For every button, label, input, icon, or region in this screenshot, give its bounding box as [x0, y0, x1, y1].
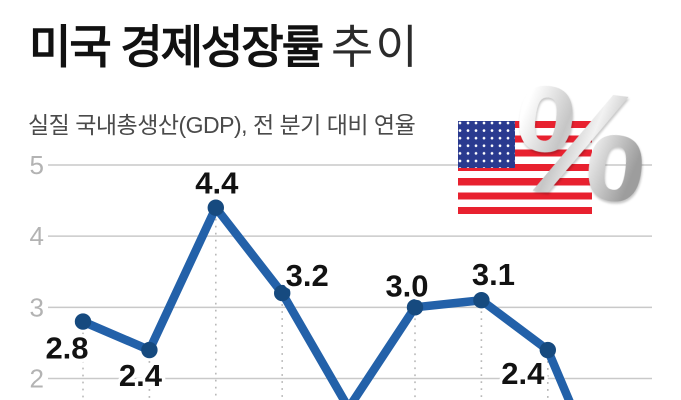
flag-canton-stars [458, 121, 515, 168]
y-axis-tick-label: 3 [30, 292, 44, 322]
data-point [274, 284, 291, 302]
data-point [473, 292, 490, 309]
data-point-label: 3.1 [472, 257, 515, 292]
percent-3d-icon: % [503, 51, 659, 237]
data-point [406, 299, 424, 316]
data-point-label: 2.4 [501, 356, 545, 391]
growth-line [81, 203, 574, 400]
page-title-main: 미국 경제성장률 [29, 21, 324, 73]
page-title-trailing: 추이 [331, 21, 420, 73]
y-axis-tick-label: 5 [30, 150, 44, 180]
data-point-label: 2.8 [45, 331, 88, 366]
page-subtitle: 실질 국내총생산(GDP), 전 분기 대비 연율 [28, 112, 416, 138]
data-point [207, 199, 224, 216]
data-point-label: 3.0 [385, 268, 428, 303]
y-axis-tick-label: 2 [30, 364, 44, 394]
data-point [141, 341, 158, 359]
us-flag-icon [458, 121, 592, 214]
page-title: 미국 경제성장률 추이 [29, 22, 420, 73]
data-point-label: 3.2 [286, 258, 329, 293]
data-point [74, 313, 92, 330]
y-axis-tick-label: 4 [30, 221, 44, 251]
data-point [539, 341, 556, 359]
data-point-label: 4.4 [195, 166, 239, 201]
data-point-label: 2.4 [119, 358, 163, 393]
